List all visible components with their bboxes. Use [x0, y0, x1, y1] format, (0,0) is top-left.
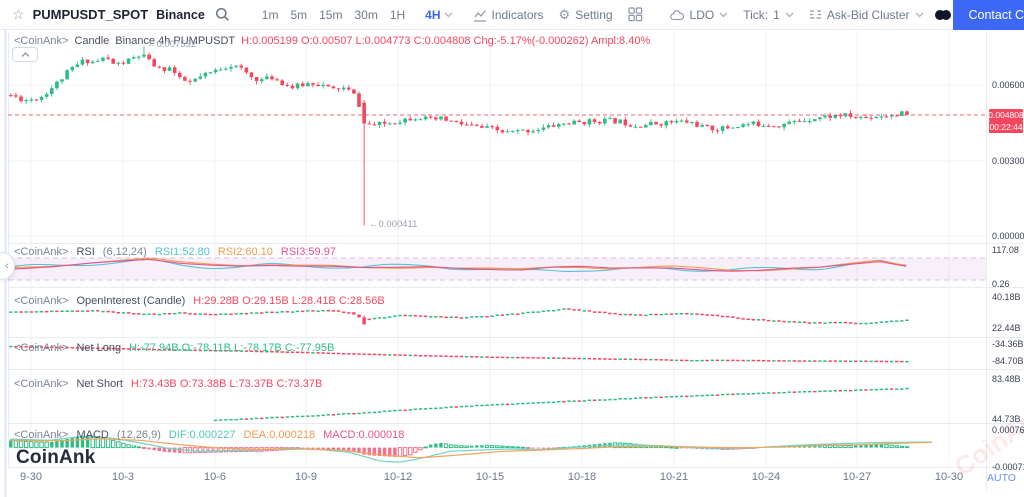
y-axis-tick-net_long: -84.70B: [992, 356, 1024, 366]
legend-open-interest: <CoinAnk> OpenInterest (Candle) H:29.28B…: [14, 295, 385, 307]
legend-prefix: <CoinAnk>: [14, 295, 69, 307]
contact-cs-button[interactable]: Contact CS Claim: [952, 0, 1024, 30]
legend-rsi: <CoinAnk> RSI (6,12,24) RSI1:52.80 RSI2:…: [14, 246, 336, 258]
y-axis-tick-net_long: -34.36B: [992, 339, 1024, 349]
time-axis-label: 10-9: [294, 471, 318, 483]
legend-net-long: <CoinAnk> Net Long H:-77.94B O:-78.11B L…: [14, 342, 334, 354]
time-axis-label: 10-15: [475, 471, 505, 483]
timeframe-4h-active[interactable]: 4H: [425, 7, 441, 22]
time-axis-label: 10-21: [659, 471, 689, 483]
chevron-down-icon: [785, 12, 794, 18]
time-axis-label: 10-30: [934, 471, 964, 483]
legend-params: (12,26,9): [116, 429, 161, 441]
high-price-annotation: ←0.007532: [147, 39, 197, 50]
chevron-down-icon: [915, 12, 924, 18]
low-price-annotation: ←0.000411: [369, 219, 418, 230]
legend-ohlc-values: H:29.28B O:29.15B L:28.41B C:28.56B: [193, 295, 385, 307]
y-axis-tick-macd: 0.000761: [992, 425, 1024, 435]
exchange-label[interactable]: Binance: [156, 7, 205, 22]
legend-macd-value: MACD:0.000018: [323, 429, 405, 441]
legend-rsi2-value: RSI2:60.10: [217, 246, 273, 258]
coin-selector[interactable]: LDO: [669, 7, 729, 22]
timeframe-15m[interactable]: 15m: [319, 7, 343, 22]
legend-ohlc-values: H:0.005199 O:0.00507 L:0.004773 C:0.0048…: [241, 35, 651, 47]
time-axis-label: 10-27: [842, 471, 872, 483]
auto-scale-button[interactable]: AUTO: [987, 472, 1016, 484]
legend-rsi1-value: RSI1:52.80: [154, 246, 210, 258]
ask-bid-cluster-selector[interactable]: Ask-Bid Cluster: [809, 8, 924, 22]
y-axis-tick-net_short: 83.48B: [992, 374, 1021, 384]
timeframe-5m[interactable]: 5m: [290, 7, 308, 22]
legend-indicator-name: MACD: [76, 429, 109, 441]
time-axis-label: 10-12: [383, 471, 413, 483]
legend-macd: <CoinAnk> MACD (12,26,9) DIF:0.000227 DE…: [14, 429, 404, 441]
cloud-icon: [669, 9, 685, 21]
legend-prefix: <CoinAnk>: [14, 429, 69, 441]
legend-indicator-name: RSI: [76, 246, 95, 258]
y-axis-tick-oi: 22.44B: [992, 323, 1021, 333]
legend-rsi3-value: RSI3:59.97: [280, 246, 336, 258]
indicators-icon: [473, 8, 487, 22]
ask-bid-cluster-icon: [809, 8, 822, 21]
legend-ohlc-values: H:73.43B O:73.38B L:73.37B C:73.37B: [130, 378, 323, 390]
legend-dif-value: DIF:0.000227: [168, 429, 236, 441]
search-icon[interactable]: [215, 7, 230, 22]
setting-button[interactable]: ⚙ Setting: [559, 7, 613, 23]
timeframe-1m[interactable]: 1m: [261, 7, 279, 22]
legend-indicator-name: Net Long: [76, 342, 122, 354]
legend-prefix: <CoinAnk>: [14, 342, 69, 354]
coin-label: LDO: [689, 7, 715, 22]
legend-net-short: <CoinAnk> Net Short H:73.43B O:73.38B L:…: [14, 378, 322, 390]
legend-prefix: <CoinAnk>: [14, 35, 69, 47]
tick-selector[interactable]: Tick: 1: [743, 8, 794, 22]
toolbar: ☆ PUMPUSDT_SPOT Binance 1m 5m 15m 30m 1H 4H …: [0, 0, 1024, 30]
indicators-button[interactable]: Indicators: [473, 8, 544, 22]
last-price-tag: 0.004808: [988, 109, 1024, 121]
legend-indicator-name: Net Short: [76, 378, 123, 390]
grid-icon: [627, 7, 643, 22]
tick-label: Tick:: [743, 7, 769, 22]
coinank-watermark: CoinAnk: [16, 447, 96, 468]
timeframe-1h[interactable]: 1H: [389, 7, 406, 22]
timeframe-list: 1m 5m 15m 30m 1H: [262, 8, 417, 22]
legend-price: <CoinAnk> Candle Binance 4h PUMPUSDT H:0…: [14, 35, 650, 47]
setting-label: Setting: [575, 7, 613, 22]
legend-indicator-name: Candle: [74, 35, 110, 47]
symbol-selector[interactable]: PUMPUSDT_SPOT: [32, 7, 149, 22]
legend-params: (6,12,24): [102, 246, 147, 258]
chevron-down-icon: [719, 12, 728, 18]
legend-prefix: <CoinAnk>: [14, 378, 69, 390]
timeframe-30m[interactable]: 30m: [354, 7, 378, 22]
legend-symbol-info: Binance 4h PUMPUSDT: [115, 35, 236, 47]
y-axis-tick-price: 0.000000: [992, 231, 1024, 241]
ask-bid-cluster-label: Ask-Bid Cluster: [826, 7, 910, 22]
y-axis-tick-rsi: 117.08: [992, 245, 1019, 255]
favorite-star-icon[interactable]: ☆: [12, 6, 25, 22]
time-axis-label: 10-6: [203, 471, 227, 483]
chevron-down-icon[interactable]: [444, 12, 453, 18]
candle-countdown-tag: 00:22:44: [989, 121, 1023, 133]
indicators-label: Indicators: [491, 7, 544, 22]
y-axis-tick-macd: -0.000715: [992, 462, 1024, 472]
time-axis-label: 10-24: [751, 471, 781, 483]
y-axis-tick-oi: 40.18B: [992, 292, 1021, 302]
layout-grid-button[interactable]: [627, 7, 643, 22]
y-axis-tick-rsi: 0.26: [992, 279, 1010, 289]
legend-ohlc-values: H:-77.94B O:-78.11B L:-78.17B C:-77.95B: [129, 342, 335, 354]
legend-collapse-button[interactable]: [12, 47, 38, 62]
time-axis-label: 10-18: [567, 471, 597, 483]
time-axis-label: 10-3: [111, 471, 135, 483]
gear-icon: ⚙: [558, 6, 571, 22]
tick-value: 1: [773, 7, 780, 22]
time-axis-label: 9-30: [19, 471, 43, 483]
legend-dea-value: DEA:0.000218: [243, 429, 316, 441]
legend-prefix: <CoinAnk>: [14, 246, 69, 258]
y-axis-tick-net_short: 44.73B: [992, 414, 1021, 424]
legend-indicator-name: OpenInterest (Candle): [76, 295, 186, 307]
